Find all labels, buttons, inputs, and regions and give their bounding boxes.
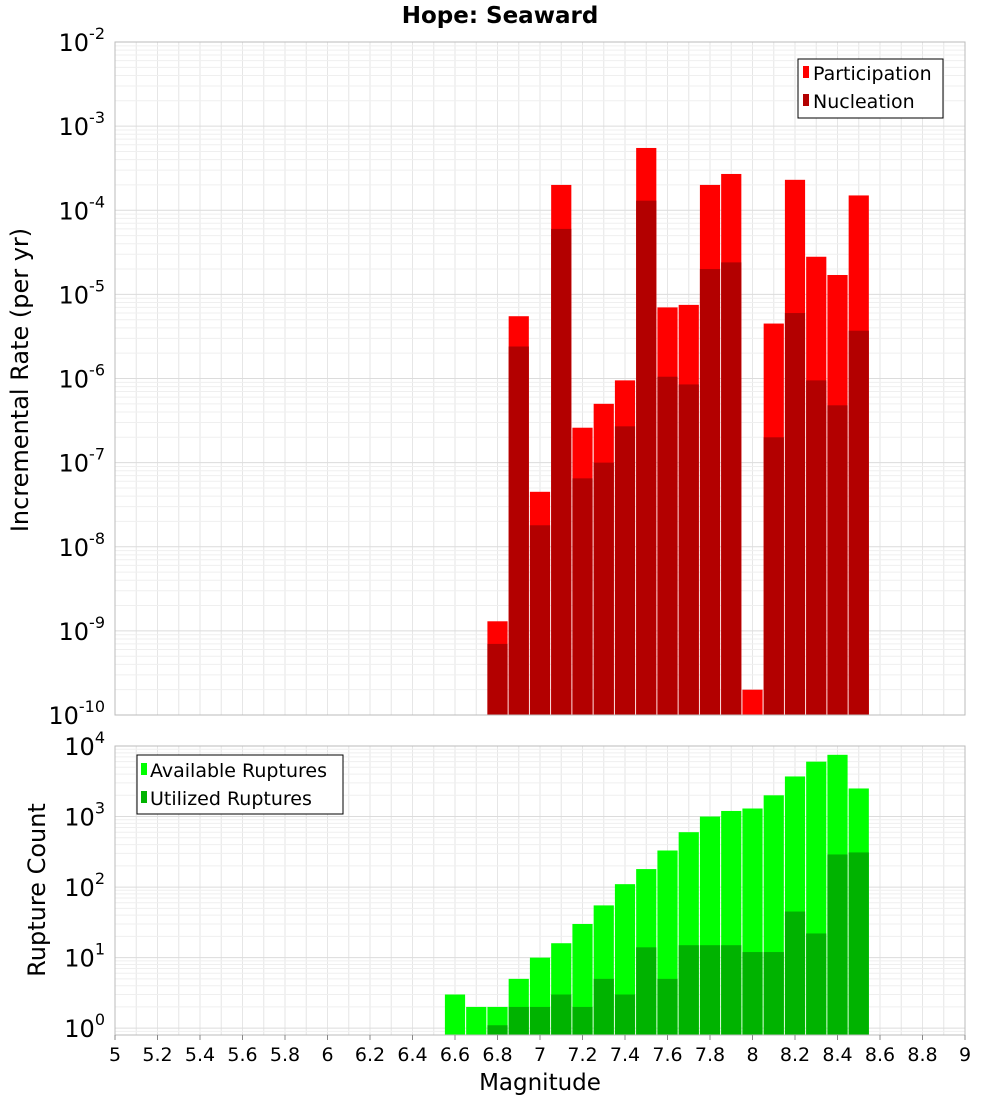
y-tick-label: 10-3 bbox=[59, 108, 106, 141]
x-tick-label: 8 bbox=[746, 1044, 758, 1066]
x-tick-label: 8.2 bbox=[780, 1044, 810, 1066]
y-tick-label: 101 bbox=[64, 940, 105, 973]
legend-label-available: Available Ruptures bbox=[150, 760, 327, 782]
bottom-legend: Available Ruptures Utilized Ruptures bbox=[136, 754, 344, 815]
rate-bar-nucleation bbox=[487, 643, 508, 715]
top-panel: 10-10 10-9 10-8 10-7 10-6 10-5 10-4 10-3 10-2 In… bbox=[6, 24, 966, 730]
legend-label-nucleation: Nucleation bbox=[813, 91, 915, 113]
x-tick-label: 5.2 bbox=[142, 1044, 172, 1066]
rate-bar-nucleation bbox=[614, 426, 636, 715]
y-tick-label: 10-2 bbox=[59, 24, 106, 57]
rate-bar-nucleation bbox=[636, 200, 657, 715]
count-bar-utilized-ruptures bbox=[657, 978, 678, 1035]
y-tick-label: 10-5 bbox=[59, 276, 106, 309]
count-bar-utilized-ruptures bbox=[763, 952, 784, 1035]
rate-bar-nucleation bbox=[529, 525, 551, 715]
top-y-axis-label: Incremental Rate (per yr) bbox=[6, 228, 34, 532]
y-tick-label: 103 bbox=[64, 799, 105, 832]
count-bar-available-ruptures bbox=[444, 994, 466, 1035]
bottom-legend-box bbox=[136, 754, 344, 815]
x-tick-label: 6 bbox=[321, 1044, 333, 1066]
y-tick-label: 10-7 bbox=[59, 445, 106, 478]
x-tick-label: 7.2 bbox=[567, 1044, 597, 1066]
x-tick-label: 5.6 bbox=[227, 1044, 257, 1066]
x-tick-label: 5 bbox=[109, 1044, 121, 1066]
count-bar-utilized-ruptures bbox=[784, 911, 806, 1035]
count-bar-utilized-ruptures bbox=[678, 945, 699, 1035]
x-tick-label: 8.8 bbox=[907, 1044, 937, 1066]
x-tick-label: 7 bbox=[534, 1044, 546, 1066]
y-tick-label: 10-4 bbox=[59, 192, 106, 225]
rate-bar-participation bbox=[742, 689, 763, 715]
chart-title: Hope: Seaward bbox=[402, 3, 599, 29]
bottom-panel: 100 101 102 103 104 Rupture Count Available … bbox=[23, 728, 966, 1043]
y-tick-label: 100 bbox=[64, 1010, 105, 1043]
legend-label-utilized: Utilized Ruptures bbox=[150, 788, 312, 810]
x-tick-label: 6.8 bbox=[482, 1044, 512, 1066]
rate-bar-nucleation bbox=[699, 269, 721, 715]
y-tick-label: 104 bbox=[64, 728, 105, 761]
count-bar-available-ruptures bbox=[466, 1006, 487, 1035]
x-tick-label: 7.6 bbox=[652, 1044, 682, 1066]
x-tick-label: 6.4 bbox=[397, 1044, 427, 1066]
count-bar-utilized-ruptures bbox=[721, 945, 742, 1035]
rate-bar-nucleation bbox=[572, 478, 593, 715]
x-tick-label: 6.6 bbox=[440, 1044, 470, 1066]
count-bar-utilized-ruptures bbox=[551, 994, 572, 1035]
count-bar-utilized-ruptures bbox=[848, 852, 869, 1035]
rate-bar-nucleation bbox=[593, 462, 614, 715]
x-axis-label: Magnitude bbox=[479, 1070, 601, 1096]
rate-bar-nucleation bbox=[678, 384, 699, 715]
bottom-y-axis-label: Rupture Count bbox=[23, 803, 51, 977]
y-tick-label: 10-6 bbox=[59, 361, 106, 394]
top-plot-frame bbox=[114, 41, 966, 716]
y-tick-label: 10-9 bbox=[59, 613, 106, 646]
legend-swatch-participation bbox=[803, 66, 809, 78]
x-tick-label: 7.4 bbox=[610, 1044, 640, 1066]
count-bar-utilized-ruptures bbox=[572, 1006, 593, 1035]
rate-bar-nucleation bbox=[806, 380, 827, 715]
rate-bar-nucleation bbox=[721, 262, 742, 715]
x-tick-label: 8.4 bbox=[822, 1044, 852, 1066]
legend-swatch-available bbox=[141, 763, 147, 775]
x-tick-label: 8.6 bbox=[865, 1044, 895, 1066]
x-tick-label: 5.8 bbox=[270, 1044, 300, 1066]
y-tick-label: 10-10 bbox=[48, 697, 105, 730]
rate-bar-nucleation bbox=[848, 330, 869, 715]
top-legend-box bbox=[797, 58, 944, 119]
count-bar-utilized-ruptures bbox=[827, 854, 848, 1035]
legend-swatch-utilized bbox=[141, 791, 147, 803]
count-bar-utilized-ruptures bbox=[508, 1006, 529, 1035]
legend-label-participation: Participation bbox=[813, 63, 932, 85]
count-bar-utilized-ruptures bbox=[593, 978, 614, 1035]
count-bar-utilized-ruptures bbox=[614, 994, 636, 1035]
rate-bar-nucleation bbox=[508, 346, 529, 715]
x-tick-label: 9 bbox=[959, 1044, 971, 1066]
count-bar-utilized-ruptures bbox=[699, 945, 721, 1035]
count-bar-utilized-ruptures bbox=[742, 952, 763, 1035]
rate-bar-nucleation bbox=[784, 313, 806, 715]
rate-bar-nucleation bbox=[657, 376, 678, 715]
x-tick-label: 6.2 bbox=[355, 1044, 385, 1066]
count-bar-utilized-ruptures bbox=[529, 1006, 551, 1035]
count-bar-utilized-ruptures bbox=[806, 933, 827, 1035]
top-legend: Participation Nucleation bbox=[797, 58, 944, 119]
x-tick-label: 5.4 bbox=[185, 1044, 215, 1066]
rate-bar-nucleation bbox=[551, 228, 572, 715]
count-bar-utilized-ruptures bbox=[487, 1025, 508, 1035]
y-tick-label: 10-8 bbox=[59, 529, 106, 562]
x-tick-label: 7.8 bbox=[695, 1044, 725, 1066]
legend-swatch-nucleation bbox=[803, 94, 809, 106]
rate-bar-nucleation bbox=[827, 405, 848, 715]
y-tick-label: 102 bbox=[64, 869, 105, 902]
count-bar-utilized-ruptures bbox=[636, 947, 657, 1035]
rate-bar-nucleation bbox=[763, 437, 784, 715]
